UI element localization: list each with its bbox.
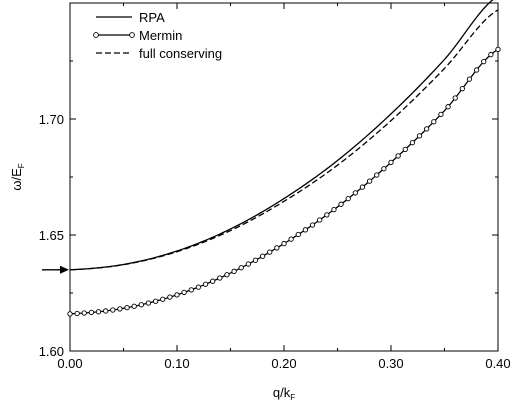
series-marker bbox=[495, 46, 501, 53]
series-marker bbox=[409, 140, 416, 146]
series-marker bbox=[288, 236, 294, 242]
series-line bbox=[69, 0, 494, 271]
series-marker bbox=[324, 212, 330, 218]
x-tick-label: 0.40 bbox=[485, 356, 510, 371]
series-marker bbox=[117, 306, 123, 312]
series-marker bbox=[452, 95, 458, 101]
series-marker bbox=[302, 227, 309, 233]
legend-marker bbox=[129, 32, 135, 38]
arrow-layer bbox=[42, 265, 69, 274]
series-marker bbox=[481, 58, 487, 65]
series-marker bbox=[374, 172, 380, 178]
legend-marker bbox=[93, 32, 99, 38]
series-marker bbox=[181, 289, 187, 296]
series-marker bbox=[259, 253, 266, 259]
series-marker bbox=[267, 249, 273, 255]
series-marker bbox=[195, 284, 202, 290]
series-marker bbox=[131, 303, 137, 309]
series-marker bbox=[81, 310, 87, 316]
y-tick-label: 1.65 bbox=[39, 228, 64, 243]
legend: RPA Mermin full conserving bbox=[93, 10, 222, 61]
series-marker bbox=[381, 166, 387, 172]
series-marker bbox=[103, 308, 109, 314]
plot-frame bbox=[69, 2, 499, 352]
legend-label: Mermin bbox=[139, 28, 182, 43]
legend-label: full conserving bbox=[139, 46, 222, 61]
series-marker bbox=[252, 257, 259, 263]
series-marker bbox=[152, 298, 159, 304]
series-marker bbox=[138, 302, 144, 308]
series-marker bbox=[309, 222, 316, 228]
series-marker bbox=[245, 261, 251, 267]
x-tick-label: 0.10 bbox=[164, 356, 189, 371]
y-tick-label: 1.70 bbox=[39, 112, 64, 127]
series-marker bbox=[95, 309, 102, 315]
series-marker bbox=[281, 240, 287, 247]
arrow-head bbox=[60, 265, 69, 274]
series-marker bbox=[395, 153, 401, 159]
series-marker bbox=[338, 201, 344, 207]
series-marker bbox=[366, 178, 373, 184]
series-marker bbox=[188, 287, 194, 293]
series-marker bbox=[431, 119, 437, 125]
series-marker bbox=[124, 305, 130, 311]
series-marker bbox=[174, 292, 180, 298]
series-marker bbox=[473, 67, 480, 73]
series-marker bbox=[345, 195, 351, 202]
series-marker bbox=[416, 133, 423, 139]
x-tick-label: 0.30 bbox=[378, 356, 403, 371]
x-tick-label: 0.00 bbox=[57, 356, 82, 371]
series-marker bbox=[295, 231, 301, 238]
series-marker bbox=[466, 76, 473, 82]
series-marker bbox=[231, 268, 237, 274]
ticks: 0.00 0.10 0.20 0.30 0.40 1.60 1.65 1.70 bbox=[39, 3, 511, 371]
series-marker bbox=[459, 86, 465, 92]
series-marker bbox=[67, 311, 73, 317]
series-marker bbox=[88, 309, 95, 316]
series-marker bbox=[167, 294, 173, 300]
series-marker bbox=[110, 307, 116, 313]
series-marker bbox=[438, 111, 444, 118]
series-marker bbox=[402, 146, 408, 153]
series-marker bbox=[217, 275, 223, 281]
series-marker bbox=[224, 272, 230, 278]
x-axis-label: q/kF bbox=[273, 385, 295, 402]
series-marker bbox=[388, 159, 394, 166]
series-marker bbox=[74, 310, 80, 317]
series-marker bbox=[202, 281, 209, 287]
series-line bbox=[69, 48, 499, 315]
series-marker bbox=[352, 190, 358, 196]
series-marker bbox=[359, 184, 366, 190]
series-marker bbox=[424, 126, 430, 132]
series-marker bbox=[488, 51, 494, 58]
y-tick-label: 1.60 bbox=[39, 344, 64, 359]
series-marker bbox=[145, 300, 152, 306]
series-marker bbox=[238, 265, 244, 271]
series-marker bbox=[445, 104, 451, 110]
legend-label: RPA bbox=[139, 10, 165, 25]
x-tick-label: 0.20 bbox=[271, 356, 296, 371]
series-marker bbox=[274, 245, 280, 251]
series-marker bbox=[210, 278, 216, 284]
y-axis-label: ω/EF bbox=[9, 163, 26, 190]
series-line bbox=[69, 9, 499, 271]
series-marker bbox=[317, 217, 323, 223]
series-layer bbox=[67, 0, 501, 317]
series-marker bbox=[160, 296, 166, 302]
series-marker bbox=[331, 206, 337, 213]
